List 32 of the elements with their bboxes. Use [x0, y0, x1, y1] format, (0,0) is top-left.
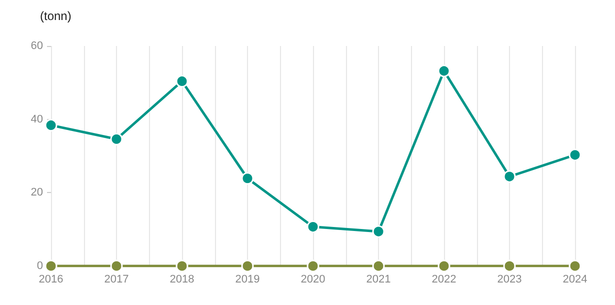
point [44, 118, 58, 132]
point [372, 260, 385, 272]
y-tick-label: 60 [30, 40, 43, 52]
point [110, 132, 123, 146]
point [568, 148, 582, 162]
point [438, 64, 450, 78]
x-tick-label: 2019 [235, 274, 260, 286]
x-tick-label: 2018 [170, 274, 194, 286]
point [176, 74, 188, 88]
x-tick-label: 2016 [38, 274, 64, 286]
x-tick-label: 2023 [497, 274, 522, 286]
point [372, 225, 385, 238]
point [241, 260, 254, 272]
x-tick-label: 2021 [366, 274, 391, 286]
point [306, 220, 320, 234]
point [568, 260, 582, 272]
point [306, 260, 320, 272]
point [438, 260, 450, 272]
x-tick-label: 2024 [562, 274, 588, 286]
y-axis-title: (tonn) [40, 9, 72, 23]
point [503, 260, 516, 272]
point [241, 172, 254, 185]
point [110, 260, 123, 272]
x-tick-label: 2022 [432, 274, 456, 286]
y-tick-label: 20 [30, 186, 43, 199]
point [44, 260, 58, 272]
point [176, 260, 188, 272]
y-tick-label: 40 [30, 113, 43, 126]
x-tick-label: 2020 [300, 274, 326, 286]
y-tick-label: 0 [36, 260, 43, 272]
point [503, 170, 516, 183]
x-tick-label: 2017 [104, 274, 129, 286]
